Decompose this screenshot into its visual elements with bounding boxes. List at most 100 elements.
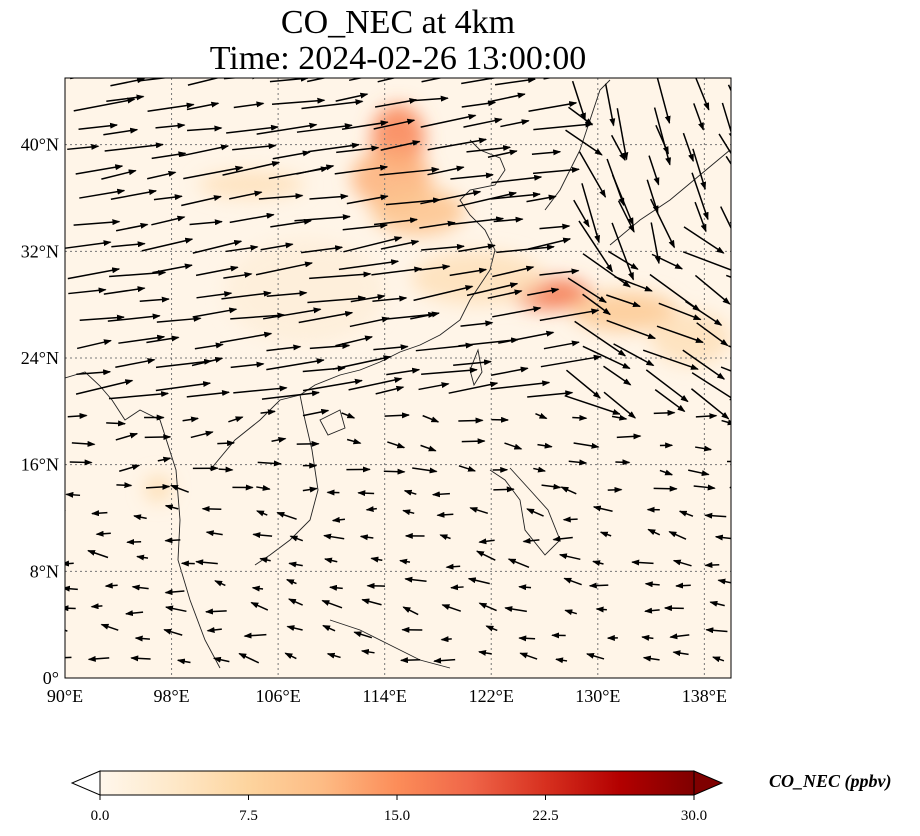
- wind-arrow: [721, 102, 731, 141]
- wind-arrow: [656, 325, 704, 344]
- wind-arrow: [256, 122, 318, 135]
- wind-arrow: [725, 274, 731, 278]
- wind-arrow: [271, 97, 326, 105]
- wind-arrow: [251, 585, 264, 592]
- wind-arrow: [558, 553, 581, 561]
- wind-arrow: [531, 149, 562, 156]
- lat-tick-label: 32°N: [21, 241, 59, 261]
- wind-arrow: [284, 652, 297, 660]
- wind-arrow: [695, 445, 713, 452]
- wind-arrow: [658, 302, 702, 321]
- wind-arrow: [678, 510, 694, 517]
- wind-arrow: [106, 420, 127, 427]
- wind-arrow: [384, 412, 410, 419]
- wind-arrow: [656, 78, 671, 125]
- lon-tick-label: 138°E: [682, 686, 727, 706]
- wind-arrow: [155, 358, 213, 369]
- wind-arrow: [592, 505, 613, 512]
- wind-arrow: [228, 416, 244, 423]
- wind-arrow: [411, 95, 449, 102]
- wind-arrow: [572, 414, 588, 421]
- wind-arrow: [353, 631, 373, 639]
- wind-arrow: [387, 441, 406, 449]
- wind-arrow: [153, 194, 183, 201]
- wind-arrow: [732, 245, 763, 256]
- wind-arrow: [567, 277, 607, 304]
- wind-arrow: [370, 556, 383, 563]
- co-plume-8: [144, 475, 172, 502]
- wind-arrow: [682, 349, 726, 380]
- wind-arrow: [309, 193, 349, 200]
- colorbar-tick-label: 15.0: [384, 808, 410, 824]
- lon-tick-label: 130°E: [575, 686, 620, 706]
- wind-arrow: [379, 166, 440, 176]
- wind-arrow: [478, 538, 495, 545]
- wind-arrow: [348, 377, 403, 391]
- wind-arrow: [108, 391, 170, 400]
- wind-arrow: [607, 486, 623, 493]
- wind-arrow: [604, 83, 616, 127]
- coastline-china: [209, 139, 506, 471]
- wind-arrow: [326, 652, 341, 659]
- wind-arrow: [644, 607, 660, 614]
- wind-arrow: [259, 557, 271, 563]
- lat-tick-label: 24°N: [21, 348, 59, 368]
- wind-arrow: [156, 315, 202, 323]
- wind-arrow: [78, 122, 119, 130]
- wind-arrow: [675, 582, 691, 589]
- wind-arrow: [373, 118, 416, 130]
- wind-arrow: [487, 289, 523, 299]
- wind-arrow: [269, 78, 309, 83]
- wind-arrow: [76, 369, 112, 376]
- wind-arrow: [233, 101, 265, 109]
- wind-arrow: [205, 530, 223, 537]
- colorbar-tick-label: 7.5: [239, 808, 258, 824]
- wind-arrow: [611, 222, 635, 281]
- wind-arrow: [271, 436, 287, 443]
- wind-vectors: [65, 78, 763, 665]
- wind-arrow: [492, 306, 542, 318]
- colorbar-tick-label: 30.0: [681, 808, 707, 824]
- lat-tick-label: 8°N: [30, 561, 59, 581]
- wind-arrow: [230, 361, 265, 369]
- wind-arrow: [206, 626, 222, 633]
- wind-arrow: [243, 632, 267, 639]
- wind-arrow: [527, 390, 574, 398]
- wind-arrow: [115, 432, 139, 441]
- wind-arrow: [263, 307, 322, 320]
- wind-arrow: [65, 560, 74, 567]
- wind-arrow: [504, 442, 523, 450]
- wind-arrow: [385, 197, 442, 206]
- wind-arrow: [100, 623, 119, 631]
- wind-arrow: [574, 320, 627, 357]
- wind-arrow: [183, 165, 244, 180]
- wind-arrow: [631, 559, 654, 566]
- wind-arrow: [606, 294, 641, 308]
- wind-arrow: [649, 273, 701, 312]
- wind-arrow: [720, 366, 731, 372]
- wind-arrow: [68, 287, 107, 295]
- wind-arrow: [350, 294, 386, 303]
- wind-arrow: [466, 282, 519, 297]
- wind-arrow: [668, 531, 687, 540]
- wind-arrow: [704, 562, 720, 569]
- wind-arrow: [413, 285, 474, 302]
- wind-arrow: [371, 266, 423, 276]
- colorbar-tick-label: 0.0: [91, 808, 110, 824]
- wind-arrow: [518, 635, 536, 642]
- wind-arrow: [116, 482, 133, 489]
- wind-arrow: [496, 244, 555, 254]
- longitude-tick-labels: 90°E 98°E 106°E 114°E 122°E 130°E 138°E: [47, 686, 727, 706]
- wind-arrow: [136, 554, 149, 561]
- wind-arrow: [399, 558, 411, 565]
- wind-arrow: [288, 561, 303, 568]
- wind-arrow: [252, 532, 273, 539]
- wind-arrow: [539, 268, 580, 276]
- wind-arrow: [348, 78, 364, 82]
- wind-arrow: [87, 655, 110, 662]
- wind-arrow: [374, 98, 418, 108]
- wind-arrow: [152, 263, 193, 274]
- wind-arrow: [439, 534, 451, 541]
- wind-arrow: [688, 469, 710, 477]
- wind-arrow: [592, 560, 604, 567]
